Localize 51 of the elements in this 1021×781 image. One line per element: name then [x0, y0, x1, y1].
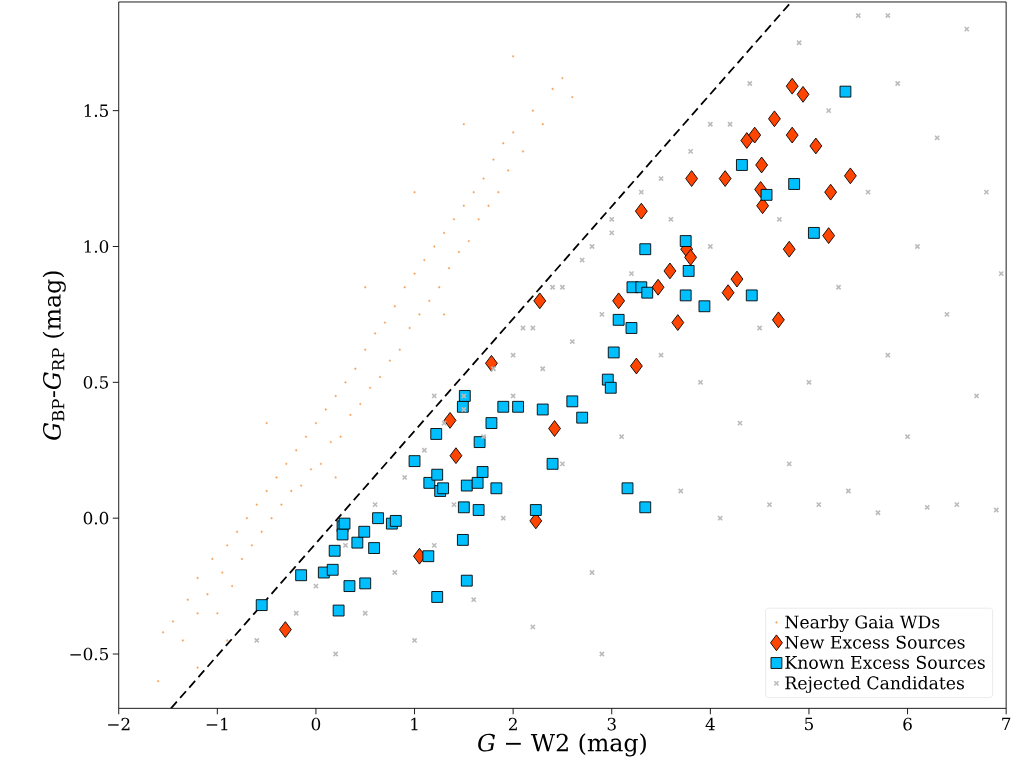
x-tick-label: 5	[805, 717, 813, 731]
point	[278, 621, 292, 639]
point	[809, 137, 823, 155]
point	[782, 241, 796, 258]
point	[718, 170, 732, 188]
point	[785, 126, 799, 144]
point	[748, 126, 762, 144]
y-tick-label: 0.5	[83, 376, 109, 389]
legend-label: New Excess Sources	[785, 635, 965, 649]
point	[663, 262, 677, 280]
point	[740, 132, 754, 150]
point	[685, 170, 698, 188]
legend-label: Known Excess Sources	[785, 656, 985, 670]
point	[796, 86, 810, 103]
x-tick-label: 6	[903, 717, 912, 731]
point	[755, 156, 768, 174]
point	[612, 292, 626, 310]
point	[630, 357, 643, 375]
point	[824, 183, 838, 201]
x-tick-label: −1	[206, 717, 228, 731]
point	[768, 110, 781, 128]
point	[785, 78, 799, 95]
point	[533, 292, 547, 310]
point	[634, 203, 648, 220]
x-tick-label: 0	[311, 717, 321, 731]
point	[684, 249, 698, 266]
point	[721, 284, 735, 302]
point	[485, 355, 498, 372]
x-tick-label: 7	[1002, 717, 1011, 731]
point	[548, 420, 561, 438]
point	[822, 227, 836, 245]
y-tick-label: −0.5	[70, 647, 109, 661]
point	[651, 279, 665, 296]
x-tick-label: −2	[108, 717, 130, 731]
point	[449, 447, 463, 465]
point	[443, 412, 457, 429]
y-tick-label: 1.0	[84, 240, 109, 254]
y-tick-label: 0.0	[83, 512, 109, 525]
point	[843, 167, 857, 185]
y-tick-label: 1.5	[84, 104, 109, 118]
legend-label: Rejected Candidates	[785, 676, 964, 694]
x-tick-label: 3	[607, 717, 616, 731]
x-tick-label: 2	[508, 717, 517, 731]
y-axis-title: G$_{BP}$-G$_{RP}$ (mag)	[42, 271, 66, 440]
x-tick-label: 4	[705, 717, 715, 731]
point	[671, 314, 685, 332]
x-axis-title: G − W2 (mag)	[478, 733, 646, 757]
point	[772, 311, 785, 329]
x-tick-label: 1	[411, 717, 418, 731]
point	[730, 270, 744, 288]
legend-label: Nearby Gaia WDs	[785, 615, 940, 633]
